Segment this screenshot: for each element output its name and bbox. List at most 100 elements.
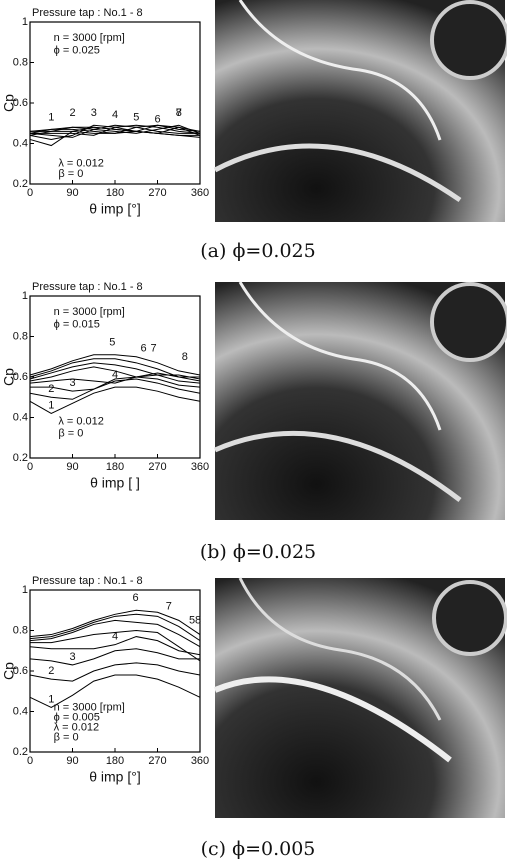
curve-label: 7: [166, 600, 172, 612]
line: [29, 126, 201, 136]
curve-label: 5: [109, 337, 115, 349]
x-tick-label: 0: [27, 755, 33, 767]
curve-label: 3: [69, 377, 75, 389]
line: [29, 124, 201, 134]
y-tick-label: 0.2: [13, 746, 28, 758]
line: [30, 629, 201, 662]
y-tick-label: 0.6: [13, 97, 28, 109]
curve-label: 2: [48, 383, 54, 395]
annotation: λ = 0.012: [58, 415, 104, 427]
curve-label: 4: [112, 109, 118, 121]
y-tick-label: 0.6: [13, 665, 28, 677]
annotation: ϕ = 0.005: [54, 711, 100, 723]
x-tick-label: 0: [27, 461, 33, 473]
y-axis-label: Cp: [1, 662, 17, 680]
line: [29, 386, 201, 415]
y-tick-label: 0.8: [13, 624, 28, 636]
line: [29, 358, 200, 378]
y-tick-label: 0.4: [13, 137, 28, 149]
chart-title: Pressure tap : No.1 - 8: [32, 281, 143, 293]
line: [29, 378, 201, 400]
curve-label: 8: [176, 107, 182, 119]
chart: Pressure tap : No.1 - 8 Cp θ imp [°] 0.2 0.4…: [1, 575, 316, 860]
annotation: λ = 0.012: [54, 722, 100, 734]
annotation: β = 0: [58, 168, 83, 180]
annotation: n = 3000 [rpm]: [54, 32, 125, 44]
curve-label: 1: [48, 399, 54, 411]
line: [29, 362, 201, 380]
curve-label: 8: [195, 614, 201, 626]
line: [29, 619, 201, 648]
x-tick-label: 90: [66, 755, 78, 767]
curve-label: 7: [150, 343, 156, 355]
y-tick-label: 0.2: [13, 452, 28, 464]
line: [29, 648, 200, 666]
x-tick-label: 90: [66, 461, 78, 473]
annotation: n = 3000 [rpm]: [54, 701, 125, 713]
curve-label: 6: [132, 592, 138, 604]
y-tick-label: 0.6: [13, 371, 28, 383]
curve-label: 1: [48, 693, 54, 705]
x-tick-label: 180: [106, 461, 124, 473]
curve-label: 3: [69, 651, 75, 663]
caption: (c) ϕ=0.005: [201, 838, 316, 860]
curve-label: 2: [48, 665, 54, 677]
line: [29, 366, 201, 382]
chart-title: Pressure tap : No.1 - 8: [32, 575, 143, 587]
caption: (b) ϕ=0.025: [200, 541, 316, 563]
y-tick-label: 0.4: [13, 411, 28, 423]
curve-label: 3: [91, 107, 97, 119]
curve-label: 6: [140, 343, 146, 355]
x-tick-label: 360: [191, 187, 209, 199]
line: [29, 354, 201, 376]
chart: Pressure tap : No.1 - 8 Cp θ imp [ ] 0.2 0.4…: [1, 281, 316, 563]
caption: (a) ϕ=0.025: [200, 240, 315, 262]
line: [29, 609, 201, 638]
y-tick-label: 0.4: [13, 705, 28, 717]
x-tick-label: 360: [191, 461, 209, 473]
y-tick-label: 0.8: [13, 330, 28, 342]
y-tick-label: 1: [22, 16, 28, 28]
line: [30, 124, 201, 136]
x-tick-label: 180: [106, 187, 124, 199]
annotation: ϕ = 0.015: [54, 318, 100, 330]
x-tick-label: 180: [106, 755, 124, 767]
y-tick-label: 1: [22, 290, 28, 302]
line: [29, 374, 201, 384]
line: [29, 662, 201, 682]
curve-label: 6: [154, 113, 160, 125]
chart-title: Pressure tap : No.1 - 8: [32, 7, 143, 19]
curve-label: 4: [112, 631, 118, 643]
x-tick-label: 270: [148, 187, 166, 199]
x-tick-label: 270: [148, 461, 166, 473]
line: [29, 674, 201, 709]
photo: [213, 577, 507, 818]
photo: [213, 0, 507, 222]
y-tick-label: 0.2: [13, 178, 28, 190]
x-tick-label: 360: [191, 755, 209, 767]
x-tick-label: 0: [27, 187, 33, 199]
curve-label: 7: [176, 107, 182, 119]
line: [30, 376, 201, 392]
annotation: ϕ = 0.025: [54, 44, 100, 56]
line: [29, 613, 201, 642]
photo: [214, 281, 507, 520]
x-tick-label: 90: [66, 187, 78, 199]
curve-label: 5: [189, 614, 195, 626]
y-axis-label: Cp: [1, 94, 17, 112]
x-axis-label: θ imp [ ]: [90, 475, 140, 491]
annotation: n = 3000 [rpm]: [54, 306, 125, 318]
x-tick-label: 270: [148, 755, 166, 767]
curve-label: 2: [69, 107, 75, 119]
line: [29, 124, 200, 138]
annotation: λ = 0.012: [58, 158, 104, 170]
y-tick-label: 1: [22, 584, 28, 596]
curve-label: 5: [133, 111, 139, 123]
x-axis-label: θ imp [°]: [89, 201, 141, 217]
annotation: β = 0: [58, 428, 83, 440]
curve-label: 1: [48, 111, 54, 123]
chart: Pressure tap : No.1 - 8 Cp θ imp [°] 0.2 0.4…: [1, 7, 316, 262]
y-tick-label: 0.8: [13, 56, 28, 68]
curve-label: 8: [182, 351, 188, 363]
